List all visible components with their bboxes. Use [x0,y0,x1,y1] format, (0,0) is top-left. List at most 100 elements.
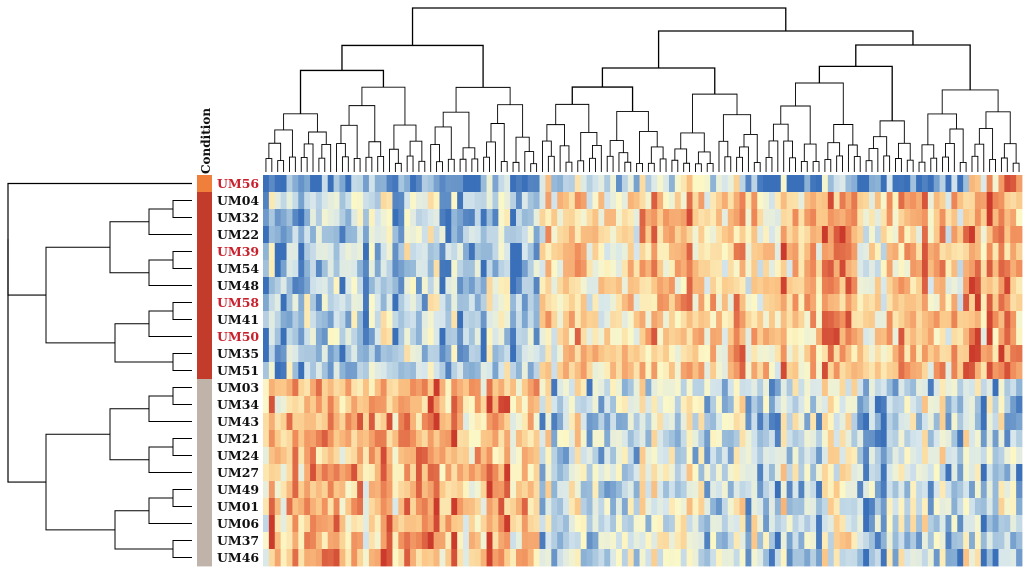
heatmap-cell [510,532,517,550]
heatmap-cell [604,226,611,244]
heatmap-cell [821,362,829,380]
heatmap-cell [345,209,352,227]
heatmap-cell [292,481,299,499]
heatmap-cell [598,549,605,567]
heatmap-cell [457,328,464,346]
heatmap-cell [680,192,688,210]
heatmap-cell [539,226,546,244]
heatmap-cell [557,515,564,533]
heatmap-cell [910,447,917,465]
heatmap-cell [816,260,823,278]
heatmap-cell [539,532,546,550]
heatmap-cell [333,192,340,210]
heatmap-cell [504,549,511,567]
heatmap-cell [804,430,811,448]
heatmap-cell [380,413,387,431]
heatmap-cell [263,413,270,431]
heatmap-cell [969,311,976,329]
heatmap-cell [986,209,993,227]
condition-annotation-bar [197,175,212,567]
heatmap-cell [468,532,476,550]
heatmap-cell [451,379,458,397]
heatmap-cell [992,379,999,397]
heatmap-cell [374,175,382,193]
heatmap-cell [310,549,317,567]
heatmap-cell [916,209,923,227]
heatmap-cell [327,175,334,193]
heatmap-cell [274,379,282,397]
column-dendrogram-link [411,7,787,46]
heatmap-cell [351,209,358,227]
heatmap-cell [686,192,693,210]
heatmap-cell [910,209,917,227]
heatmap-cell [957,328,964,346]
heatmap-cell [510,498,517,516]
heatmap-cell [545,481,552,499]
heatmap-cell [792,277,799,295]
heatmap-cell [957,362,964,380]
heatmap-cell [821,294,829,312]
heatmap-cell [357,277,364,295]
heatmap-cell [616,430,623,448]
heatmap-cell [357,447,364,465]
heatmap-cell [639,464,646,482]
column-dendrogram-link [647,162,655,172]
heatmap-cell [933,481,941,499]
heatmap-cell [663,260,670,278]
heatmap-cell [745,549,752,567]
heatmap-cell [580,532,587,550]
heatmap-cell [545,277,552,295]
heatmap-cell [939,498,946,516]
heatmap-cell [351,447,358,465]
heatmap-cell [939,481,946,499]
heatmap-cell [533,345,540,363]
heatmap-cell [463,243,470,261]
heatmap-cell [804,379,811,397]
heatmap-cell [957,498,964,516]
heatmap-cell [863,175,870,193]
heatmap-cell [504,447,511,465]
heatmap-cell [415,328,423,346]
heatmap-cell [1010,209,1017,227]
heatmap-cell [933,209,941,227]
heatmap-cell [633,498,640,516]
heatmap-cell [327,532,334,550]
heatmap-cell [751,192,758,210]
heatmap-cell [657,260,664,278]
heatmap-cell [539,243,546,261]
heatmap-cell [539,260,546,278]
heatmap-cell [315,481,323,499]
heatmap-cell [992,226,999,244]
column-dendrogram-link [462,147,476,160]
heatmap-cell [880,192,888,210]
heatmap-cell [933,515,941,533]
heatmap-cell [721,328,729,346]
heatmap-cell [910,481,917,499]
heatmap-cell [686,311,693,329]
heatmap-cell [280,192,287,210]
heatmap-cell [645,447,652,465]
heatmap-cell [563,396,570,414]
heatmap-cell [380,549,387,567]
heatmap-cell [327,549,334,567]
heatmap-cell [757,209,764,227]
heatmap-cell [527,209,535,227]
heatmap-cell [786,209,793,227]
heatmap-cell [869,345,876,363]
heatmap-cell [986,447,993,465]
heatmap-cell [763,430,770,448]
heatmap-cell [1004,260,1011,278]
heatmap-cell [810,209,817,227]
heatmap-cell [939,192,946,210]
heatmap-cell [351,379,358,397]
heatmap-cell [463,277,470,295]
heatmap-cell [951,345,958,363]
column-dendrogram-link [308,131,327,145]
row-label: UM22 [217,227,259,242]
heatmap-cell [692,362,699,380]
heatmap-cell [286,464,293,482]
column-dendrogram-link [406,155,414,172]
heatmap-cell [533,447,540,465]
heatmap-cell [521,294,529,312]
heatmap-cell [821,243,829,261]
